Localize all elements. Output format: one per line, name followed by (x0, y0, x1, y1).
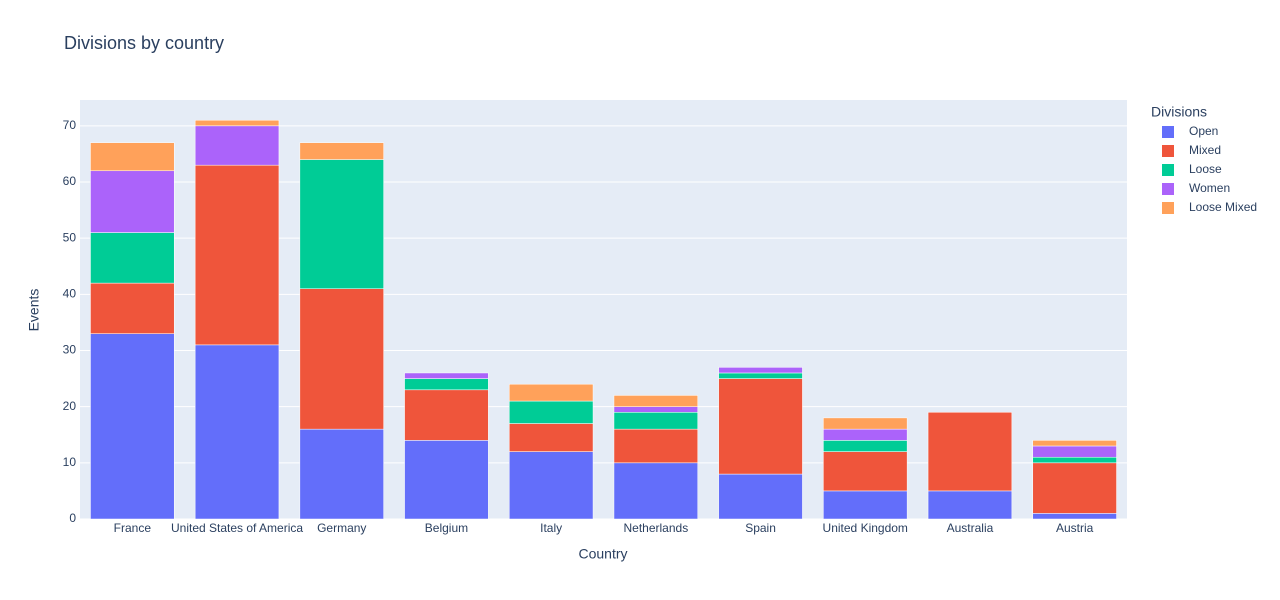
bar-segment (509, 400, 594, 424)
x-tick-label: Spain (745, 521, 776, 535)
legend-swatch (1162, 126, 1174, 138)
bar-segment (1032, 456, 1117, 464)
bar-segment (823, 428, 908, 441)
bar-segment (404, 440, 489, 520)
legend-swatch (1162, 202, 1174, 214)
bar-segment (90, 142, 175, 172)
bar-segment (823, 440, 908, 452)
bar-segment (1032, 462, 1117, 514)
legend-label: Open (1189, 124, 1218, 138)
x-tick-label: United States of America (171, 521, 303, 535)
bar-segment (509, 423, 594, 452)
y-tick-label: 10 (63, 455, 77, 469)
bar-segment (1032, 513, 1117, 520)
legend-swatch (1162, 183, 1174, 195)
legend-swatch (1162, 164, 1174, 176)
x-tick-label: Austria (1056, 521, 1094, 535)
x-tick-label: United Kingdom (823, 521, 908, 535)
bar-segment (718, 378, 803, 475)
y-tick-label: 70 (63, 118, 77, 132)
bar-segment (90, 333, 175, 520)
bar-segment (823, 417, 908, 430)
bar-segment (613, 462, 698, 520)
bar-segment (613, 395, 698, 407)
x-tick-label: Australia (947, 521, 994, 535)
legend-swatch (1162, 145, 1174, 157)
bar-segment (90, 170, 175, 233)
bar-segment (823, 451, 908, 492)
bar-segment (404, 378, 489, 391)
y-tick-label: 30 (63, 343, 77, 357)
bar-segment (718, 473, 803, 520)
legend-label: Mixed (1189, 143, 1221, 157)
bar-segment (90, 282, 175, 334)
bar-segment (509, 451, 594, 520)
y-tick-label: 20 (63, 399, 77, 413)
x-tick-label: France (114, 521, 152, 535)
bar-segment (823, 490, 908, 520)
bar-segment (718, 367, 803, 374)
bar-segment (509, 383, 594, 402)
x-tick-label: Netherlands (623, 521, 688, 535)
bar-segment (194, 119, 280, 127)
legend-label: Loose Mixed (1189, 200, 1257, 214)
bar-segment (718, 372, 803, 379)
bar-segment (613, 412, 698, 430)
x-tick-label: Belgium (425, 521, 468, 535)
legend-label: Women (1189, 181, 1230, 195)
bar-segment (927, 490, 1013, 520)
x-tick-label: Italy (540, 521, 562, 535)
bar-segment (90, 232, 175, 284)
y-tick-label: 50 (63, 230, 77, 244)
bar-segment (299, 159, 384, 289)
y-tick-label: 0 (69, 511, 76, 525)
bar-segment (1032, 445, 1117, 458)
bar-segment (194, 125, 280, 166)
bar-segment (194, 344, 280, 520)
bar-segment (613, 406, 698, 413)
chart-title: Divisions by country (64, 33, 224, 53)
legend-label: Loose (1189, 162, 1222, 176)
bar-segment (404, 372, 489, 379)
y-axis-title: Events (26, 289, 42, 332)
bar-segment (299, 288, 384, 430)
bar-segment (1032, 440, 1117, 447)
bar-segment (613, 428, 698, 464)
y-tick-label: 60 (63, 174, 77, 188)
bar-segment (404, 389, 489, 441)
y-tick-label: 40 (63, 287, 77, 301)
bar-segment (299, 428, 384, 520)
bar-segment (299, 142, 384, 160)
x-tick-label: Germany (317, 521, 366, 535)
legend-title: Divisions (1151, 104, 1207, 120)
bar-segment (927, 412, 1013, 492)
x-axis-title: Country (578, 546, 627, 562)
bar-segment (194, 164, 280, 346)
